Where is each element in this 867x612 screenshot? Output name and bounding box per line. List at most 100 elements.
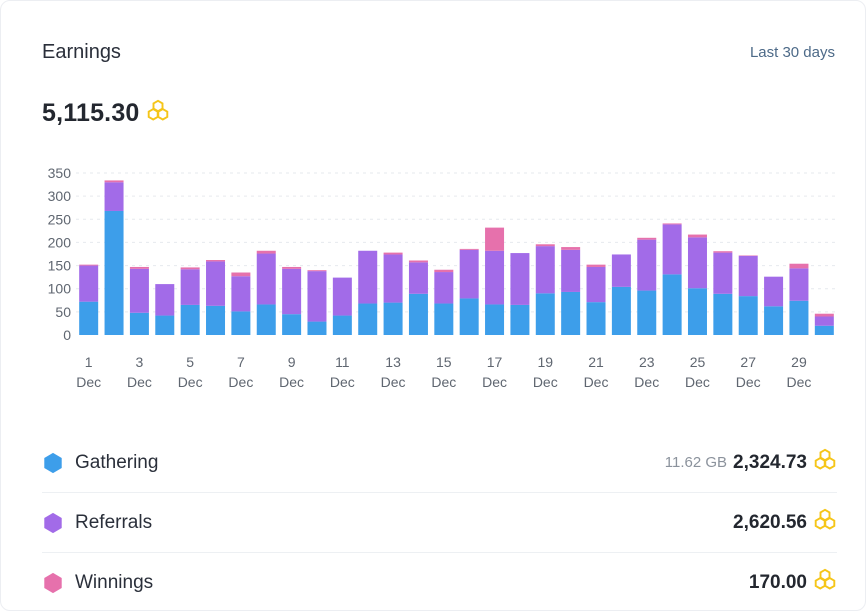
bar-winnings	[485, 228, 504, 251]
bar-gathering	[130, 313, 149, 335]
bar-winnings	[789, 264, 808, 269]
bar-gathering	[587, 302, 606, 335]
x-tick-day: 27	[740, 354, 756, 370]
bar-referrals	[384, 254, 403, 302]
bar-gathering	[764, 306, 783, 335]
bar-winnings	[307, 270, 326, 271]
bar-winnings	[105, 180, 124, 182]
bar-winnings	[460, 249, 479, 250]
bar-winnings	[561, 247, 580, 250]
bar-referrals	[257, 254, 276, 305]
x-tick-day: 13	[385, 354, 401, 370]
bar-referrals	[358, 251, 377, 304]
bar-winnings	[79, 265, 98, 266]
hexagon-icon	[42, 512, 64, 534]
hexagon-shape	[44, 452, 61, 472]
x-tick-month: Dec	[279, 374, 304, 390]
bar-gathering	[713, 294, 732, 335]
legend-label-winnings: Winnings	[75, 572, 153, 594]
bar-referrals	[231, 276, 250, 311]
bar-referrals	[206, 261, 225, 305]
bar-gathering	[409, 294, 428, 335]
x-tick-month: Dec	[786, 374, 811, 390]
x-tick-month: Dec	[76, 374, 101, 390]
y-tick-label: 350	[48, 165, 72, 181]
bar-gathering	[155, 316, 174, 335]
bar-gathering	[257, 304, 276, 335]
bar-referrals	[789, 268, 808, 300]
bar-winnings	[257, 251, 276, 254]
bar-winnings	[181, 267, 200, 269]
bar-gathering	[789, 301, 808, 335]
bar-gathering	[231, 311, 250, 335]
legend-row-winnings: Winnings 170.00	[42, 553, 837, 612]
honeycomb-icon	[146, 99, 170, 128]
bar-referrals	[612, 254, 631, 286]
x-tick-day: 5	[186, 354, 194, 370]
x-tick-day: 3	[136, 354, 144, 370]
bar-referrals	[688, 237, 707, 288]
bar-winnings	[663, 223, 682, 224]
bar-winnings	[713, 251, 732, 252]
hexagon-shape	[44, 572, 61, 592]
bar-winnings	[384, 253, 403, 255]
x-tick-day: 21	[588, 354, 604, 370]
honeycomb-cell	[816, 518, 825, 528]
honeycomb-cell	[816, 458, 825, 468]
bar-referrals	[536, 246, 555, 293]
x-tick-month: Dec	[330, 374, 355, 390]
x-tick-day: 15	[436, 354, 452, 370]
honeycomb-cell	[825, 458, 834, 468]
bar-gathering	[282, 314, 301, 335]
earnings-bar-chart: 0501001502002503003501Dec3Dec5Dec7Dec9De…	[1, 161, 867, 393]
gathering-bandwidth: 11.62 GB	[665, 454, 727, 471]
x-tick-day: 1	[85, 354, 93, 370]
legend-label-referrals: Referrals	[75, 512, 152, 534]
bar-gathering	[307, 322, 326, 335]
bar-gathering	[105, 211, 124, 335]
bar-referrals	[460, 250, 479, 299]
card-title: Earnings	[42, 41, 121, 64]
x-tick-month: Dec	[381, 374, 406, 390]
bar-referrals	[155, 284, 174, 315]
x-tick-month: Dec	[533, 374, 558, 390]
bar-gathering	[815, 326, 834, 335]
bar-referrals	[333, 278, 352, 316]
y-tick-label: 150	[48, 258, 72, 274]
bar-gathering	[663, 274, 682, 335]
bar-gathering	[460, 298, 479, 335]
bar-gathering	[434, 304, 453, 335]
winnings-value: 170.00	[749, 572, 807, 594]
bar-gathering	[485, 304, 504, 335]
bar-gathering	[206, 306, 225, 335]
honeycomb-icon	[813, 568, 837, 597]
x-tick-day: 17	[487, 354, 503, 370]
bar-referrals	[815, 316, 834, 325]
x-tick-month: Dec	[228, 374, 253, 390]
x-tick-month: Dec	[127, 374, 152, 390]
bar-referrals	[409, 262, 428, 293]
honeycomb-cell	[816, 578, 825, 588]
x-tick-day: 25	[690, 354, 706, 370]
x-tick-day: 29	[791, 354, 807, 370]
bar-gathering	[384, 303, 403, 335]
bar-gathering	[333, 316, 352, 335]
x-tick-month: Dec	[584, 374, 609, 390]
bar-gathering	[536, 293, 555, 335]
bar-referrals	[637, 240, 656, 291]
x-tick-month: Dec	[178, 374, 203, 390]
y-tick-label: 100	[48, 281, 72, 297]
bar-referrals	[587, 267, 606, 302]
bar-referrals	[663, 224, 682, 274]
bar-referrals	[485, 251, 504, 305]
referrals-value: 2,620.56	[733, 512, 807, 534]
x-tick-day: 7	[237, 354, 245, 370]
honeycomb-cell	[148, 109, 157, 119]
bar-gathering	[510, 305, 529, 335]
bar-winnings	[282, 267, 301, 269]
honeycomb-cell	[825, 578, 834, 588]
period-selector[interactable]: Last 30 days	[750, 44, 835, 61]
bar-gathering	[181, 305, 200, 335]
legend-row-gathering: Gathering 11.62 GB 2,324.73	[42, 433, 837, 493]
